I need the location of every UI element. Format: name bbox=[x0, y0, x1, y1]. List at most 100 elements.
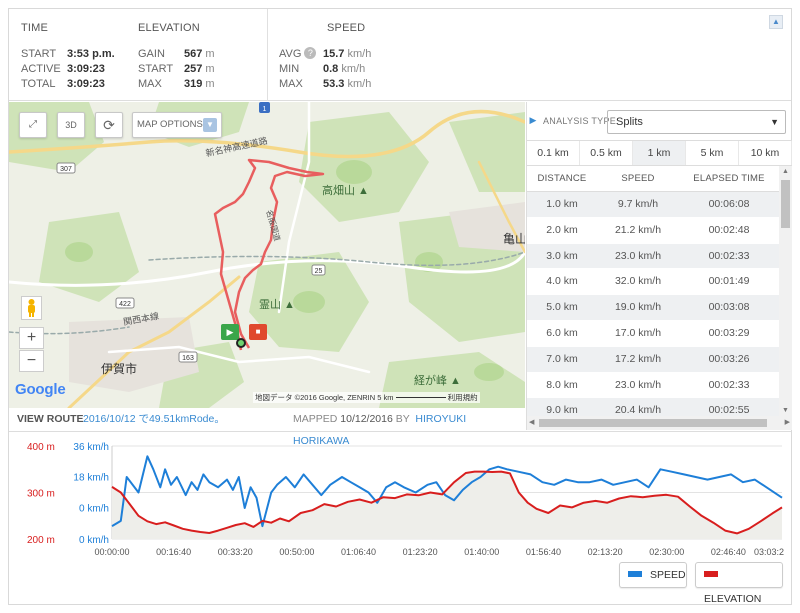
horizontal-scrollbar[interactable]: ◀ ▶ bbox=[527, 416, 792, 430]
x-tick-label: 02:13:20 bbox=[588, 547, 623, 557]
cell-elapsed: 00:03:26 bbox=[708, 352, 750, 365]
speed-heading: SPEED bbox=[327, 22, 366, 34]
cell-speed: 19.0 km/h bbox=[614, 301, 662, 314]
x-tick-label: 00:50:00 bbox=[279, 547, 314, 557]
route-map[interactable]: 1 307 25 422 163 新名神高速道路 高畑山 ▲ 霊山 ▲ 経が峰 … bbox=[9, 102, 525, 408]
elevation-heading: ELEVATION bbox=[138, 22, 200, 34]
help-icon[interactable]: ? bbox=[304, 47, 317, 59]
elevation-area bbox=[112, 471, 782, 539]
tab-1km[interactable]: 1 km bbox=[633, 141, 686, 165]
cell-elapsed: 00:02:33 bbox=[708, 249, 750, 262]
col-distance[interactable]: DISTANCE bbox=[537, 173, 587, 184]
elevation-tick-label: 400 m bbox=[27, 442, 55, 453]
ride-panel: TIME START 3:53 p.m. ACTIVE 3:09:23 TOTAL 3… bbox=[8, 8, 792, 605]
analysis-type-select[interactable]: Splits ▼ bbox=[607, 110, 786, 134]
legend-elevation-toggle[interactable]: ELEVATION bbox=[695, 562, 783, 605]
table-row[interactable]: 2.0 km 21.2 km/h 00:02:48 bbox=[527, 217, 779, 244]
x-tick-label: 01:40:00 bbox=[464, 547, 499, 557]
elev-max-label: MAX bbox=[138, 78, 162, 90]
x-tick-label: 02:46:40 bbox=[711, 547, 746, 557]
cell-distance: 4.0 km bbox=[546, 275, 578, 288]
zoom-in-button[interactable]: + bbox=[19, 327, 44, 349]
start-marker[interactable]: ▶ bbox=[221, 324, 239, 340]
time-active-value: 3:09:23 bbox=[67, 63, 105, 75]
town-label-kameyama: 亀山 bbox=[503, 232, 525, 246]
elevation-tick-label: 300 m bbox=[27, 489, 55, 500]
svg-text:307: 307 bbox=[60, 166, 72, 173]
cell-elapsed: 00:01:49 bbox=[708, 275, 750, 288]
table-row[interactable]: 5.0 km 19.0 km/h 00:03:08 bbox=[527, 295, 779, 321]
cell-distance: 7.0 km bbox=[546, 352, 578, 365]
tab-0-5km[interactable]: 0.5 km bbox=[580, 141, 633, 165]
speed-tick-label: 0 km/h bbox=[79, 535, 109, 546]
end-marker[interactable]: ■ bbox=[249, 324, 267, 340]
x-tick-label: 01:56:40 bbox=[526, 547, 561, 557]
cell-distance: 9.0 km bbox=[546, 404, 578, 417]
terms-link[interactable]: 利用規約 bbox=[447, 393, 478, 402]
map-options-button[interactable]: MAP OPTIONS ▼ bbox=[132, 112, 222, 138]
time-total-label: TOTAL bbox=[21, 78, 56, 90]
col-elapsed[interactable]: ELAPSED TIME bbox=[693, 173, 765, 184]
svg-text:1: 1 bbox=[263, 106, 267, 113]
cell-distance: 3.0 km bbox=[546, 249, 578, 262]
tab-5km[interactable]: 5 km bbox=[686, 141, 739, 165]
table-row[interactable]: 8.0 km 23.0 km/h 00:02:33 bbox=[527, 372, 779, 399]
table-row[interactable]: 3.0 km 23.0 km/h 00:02:33 bbox=[527, 243, 779, 270]
stats-header: TIME START 3:53 p.m. ACTIVE 3:09:23 TOTAL 3… bbox=[9, 9, 791, 101]
speed-min-unit: km/h bbox=[341, 63, 366, 75]
mountain-label-2: 霊山 ▲ bbox=[259, 299, 295, 311]
cell-distance: 1.0 km bbox=[546, 198, 578, 210]
map-route-shields: 1 307 25 422 163 bbox=[56, 102, 326, 363]
speed-series-line bbox=[111, 455, 783, 528]
elev-start-label: START bbox=[138, 63, 174, 75]
svg-text:422: 422 bbox=[119, 301, 131, 308]
table-row[interactable]: 6.0 km 17.0 km/h 00:03:29 bbox=[527, 320, 779, 347]
splits-header: DISTANCE SPEED ELAPSED TIME bbox=[527, 166, 779, 192]
speed-min-label: MIN bbox=[279, 63, 300, 75]
cell-speed: 32.0 km/h bbox=[614, 275, 662, 288]
zoom-out-button[interactable]: − bbox=[19, 350, 44, 372]
map-canvas[interactable]: 1 307 25 422 163 bbox=[9, 102, 525, 408]
chevron-up-icon[interactable]: ▲ bbox=[769, 15, 783, 29]
pegman-icon[interactable] bbox=[21, 296, 42, 320]
route-name-link[interactable]: 2016/10/12 で49.51kmRode。 bbox=[83, 413, 225, 425]
cell-distance: 5.0 km bbox=[546, 301, 578, 314]
tab-0-1km[interactable]: 0.1 km bbox=[527, 141, 580, 165]
x-tick-label: 00:33:20 bbox=[218, 547, 253, 557]
table-row[interactable]: 7.0 km 17.2 km/h 00:03:26 bbox=[527, 346, 779, 373]
speed-avg-unit: km/h bbox=[347, 48, 372, 60]
fullscreen-icon[interactable]: ⤢ bbox=[19, 112, 47, 138]
analysis-type-label: ANALYSIS TYPE: bbox=[543, 116, 619, 126]
vertical-scrollbar[interactable]: ▲ ▼ bbox=[779, 166, 792, 416]
map-roads bbox=[9, 102, 525, 408]
speed-max-value: 53.3 bbox=[323, 78, 345, 90]
elev-max-unit: m bbox=[205, 78, 215, 90]
cell-distance: 8.0 km bbox=[546, 378, 578, 391]
mapped-info: MAPPED 10/12/2016 BY HIROYUKI HORIKAWA bbox=[293, 413, 467, 447]
cell-elapsed: 00:02:55 bbox=[708, 404, 750, 417]
ride-route-line bbox=[213, 158, 325, 351]
table-row[interactable]: 1.0 km 9.7 km/h 00:06:08 bbox=[527, 192, 779, 218]
author-link[interactable]: HIROYUKI HORIKAWA bbox=[293, 413, 467, 447]
speed-max-unit: km/h bbox=[347, 78, 372, 90]
tab-10km[interactable]: 10 km bbox=[739, 141, 792, 165]
expand-panel-icon[interactable]: ▶ bbox=[529, 115, 537, 125]
profile-chart[interactable]: 400 m 300 m 200 m 36 km/h 18 km/h 0 km/h 0 km/… bbox=[9, 431, 791, 605]
cell-elapsed: 00:02:48 bbox=[708, 223, 750, 236]
speed-swatch bbox=[628, 571, 642, 577]
x-tick-label: 02:30:00 bbox=[649, 547, 684, 557]
mountain-label-1: 高畑山 ▲ bbox=[322, 185, 369, 197]
table-row[interactable]: 4.0 km 32.0 km/h 00:01:49 bbox=[527, 269, 779, 296]
elev-start-value: 257 bbox=[184, 63, 203, 75]
col-speed[interactable]: SPEED bbox=[621, 173, 655, 184]
legend-speed-toggle[interactable]: SPEED bbox=[619, 562, 687, 588]
cell-speed: 23.0 km/h bbox=[614, 249, 662, 262]
view-route-label: VIEW ROUTE bbox=[17, 413, 84, 425]
x-tick-label: 00:16:40 bbox=[156, 547, 191, 557]
profile-chart-svg[interactable]: 400 m 300 m 200 m 36 km/h 18 km/h 0 km/h 0 km/… bbox=[9, 432, 791, 560]
time-heading: TIME bbox=[21, 22, 49, 34]
splits-table: DISTANCE SPEED ELAPSED TIME 1.0 km 9.7 km… bbox=[527, 166, 779, 425]
map-forest bbox=[65, 160, 504, 381]
view-3d-button[interactable]: 3D bbox=[57, 112, 85, 138]
rotate-icon[interactable]: ⟳ bbox=[95, 112, 123, 138]
